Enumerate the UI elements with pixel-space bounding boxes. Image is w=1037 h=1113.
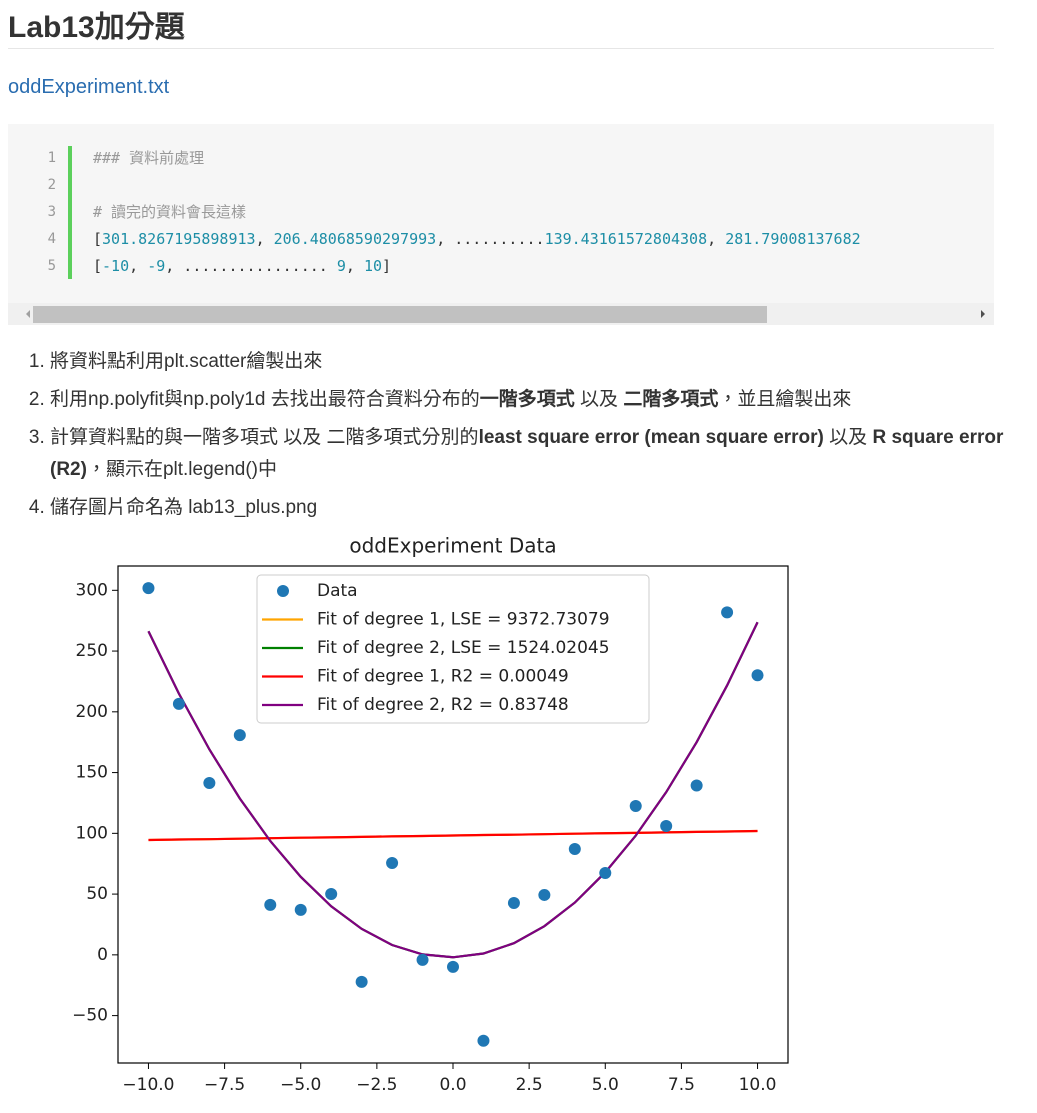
scrollbar[interactable] xyxy=(8,303,994,325)
data-point xyxy=(599,866,612,879)
data-point xyxy=(447,960,459,973)
code-text: [301.8267195898913, 206.48068590297993, … xyxy=(93,230,861,248)
code-text: # 讀完的資料會長這樣 xyxy=(93,203,247,221)
chart: oddExperiment Data −50 0 50 100 150 200 250 300 −… xyxy=(0,530,1037,1113)
data-point xyxy=(690,779,703,792)
page-title: Lab13加分題 xyxy=(8,11,185,44)
chart-title: oddExperiment Data xyxy=(349,534,556,558)
plot-frame xyxy=(117,565,789,1064)
list-text: 計算資料點的與一階多項式 以及 二階多項式分別的 xyxy=(50,427,479,448)
legend-label: Fit of degree 1, LSE = 9372.73079 xyxy=(317,610,610,630)
arrow-right[interactable] xyxy=(981,310,985,318)
y-tick-label: 50 xyxy=(86,884,108,904)
y-tick-label: 150 xyxy=(76,763,108,783)
data-point xyxy=(751,669,764,682)
task-list: 將資料點利用plt.scatter繪製出來利用np.polyfit與np.pol… xyxy=(20,346,1025,530)
legend-label: Fit of degree 2, LSE = 1524.02045 xyxy=(317,638,610,658)
file-link[interactable]: oddExperiment.txt xyxy=(8,76,170,98)
list-text: 以及 xyxy=(823,427,873,448)
list-item: 計算資料點的與一階多項式 以及 二階多項式分別的least square err… xyxy=(50,422,1025,486)
legend-marker xyxy=(277,585,289,597)
line-number: 5 xyxy=(47,258,56,274)
legend-label: Fit of degree 2, R2 = 0.83748 xyxy=(317,695,569,715)
divider xyxy=(8,48,994,49)
y-tick-label: 250 xyxy=(76,641,108,661)
scroll-arrows xyxy=(26,310,985,318)
data-point xyxy=(294,903,307,916)
x-tick-label: −10.0 xyxy=(122,1075,174,1095)
list-text: ，並且繪製出來 xyxy=(718,389,852,410)
y-tick-label: 300 xyxy=(76,580,108,600)
x-tick-label: 5.0 xyxy=(592,1075,619,1095)
line-number: 2 xyxy=(47,177,56,193)
x-tick-label: −2.5 xyxy=(356,1075,397,1095)
x-tick-label: −7.5 xyxy=(204,1075,245,1095)
list-text: 一階多項式 xyxy=(479,389,575,410)
data-point xyxy=(264,898,277,911)
list-text: ，顯示在plt.legend()中 xyxy=(86,459,278,480)
line-number: 3 xyxy=(47,204,56,220)
x-tick-label: 0.0 xyxy=(439,1075,466,1095)
x-tick-label: 10.0 xyxy=(739,1075,777,1095)
list-text: 將資料點利用plt.scatter繪製出來 xyxy=(50,351,323,372)
data-point xyxy=(233,729,246,742)
list-text: 儲存圖片命名為 lab13_plus.png xyxy=(50,497,318,518)
list-text: 利用np.polyfit與np.poly1d 去找出最符合資料分布的 xyxy=(50,389,480,410)
legend-label: Fit of degree 1, R2 = 0.00049 xyxy=(317,667,569,687)
data-point xyxy=(477,1034,490,1047)
data-point xyxy=(538,888,551,901)
data-point xyxy=(355,975,368,988)
list-item: 儲存圖片命名為 lab13_plus.png xyxy=(50,492,1025,524)
arrow-left[interactable] xyxy=(26,310,30,318)
data-point xyxy=(172,697,185,710)
y-tick-label: 0 xyxy=(97,945,108,965)
list-item: 將資料點利用plt.scatter繪製出來 xyxy=(50,346,1025,378)
legend-label: Data xyxy=(317,581,358,601)
list-text: 二階多項式 xyxy=(623,389,719,410)
y-tick-label: 100 xyxy=(76,823,108,843)
data-point xyxy=(629,799,642,812)
legend-box xyxy=(256,574,650,724)
line-number: 4 xyxy=(47,231,56,247)
x-tick-label: −5.0 xyxy=(280,1075,321,1095)
data-point xyxy=(721,606,734,619)
data-point xyxy=(507,896,520,909)
data-point xyxy=(203,777,216,790)
line-number: 1 xyxy=(47,150,56,166)
scroll-thumb[interactable] xyxy=(33,306,767,323)
code-text: ### 資料前處理 xyxy=(93,149,205,167)
data-point xyxy=(386,856,399,869)
list-text: least square error (mean square error) xyxy=(478,427,824,448)
code-text: [-10, -9, ................ 9, 10] xyxy=(93,257,392,275)
list-item: 利用np.polyfit與np.poly1d 去找出最符合資料分布的一階多項式 … xyxy=(50,384,1025,416)
fit-line xyxy=(147,621,759,959)
data-point xyxy=(325,887,338,900)
x-tick-label: 2.5 xyxy=(516,1075,543,1095)
x-tick-label: 7.5 xyxy=(668,1075,695,1095)
data-point xyxy=(660,820,673,833)
y-tick-label: 200 xyxy=(76,702,108,722)
data-point xyxy=(142,582,155,595)
list-text: 以及 xyxy=(574,389,624,410)
y-tick-label: −50 xyxy=(72,1006,108,1026)
code-block: 1 ### 資料前處理 2 3 # 讀完的資料會長這樣 4 [301.82671958989… xyxy=(8,124,994,325)
code-gutter xyxy=(68,146,72,279)
list-text: R square error (R2) xyxy=(50,427,1004,480)
data-point xyxy=(568,843,581,856)
fit-line xyxy=(148,829,758,842)
data-point xyxy=(416,953,429,966)
